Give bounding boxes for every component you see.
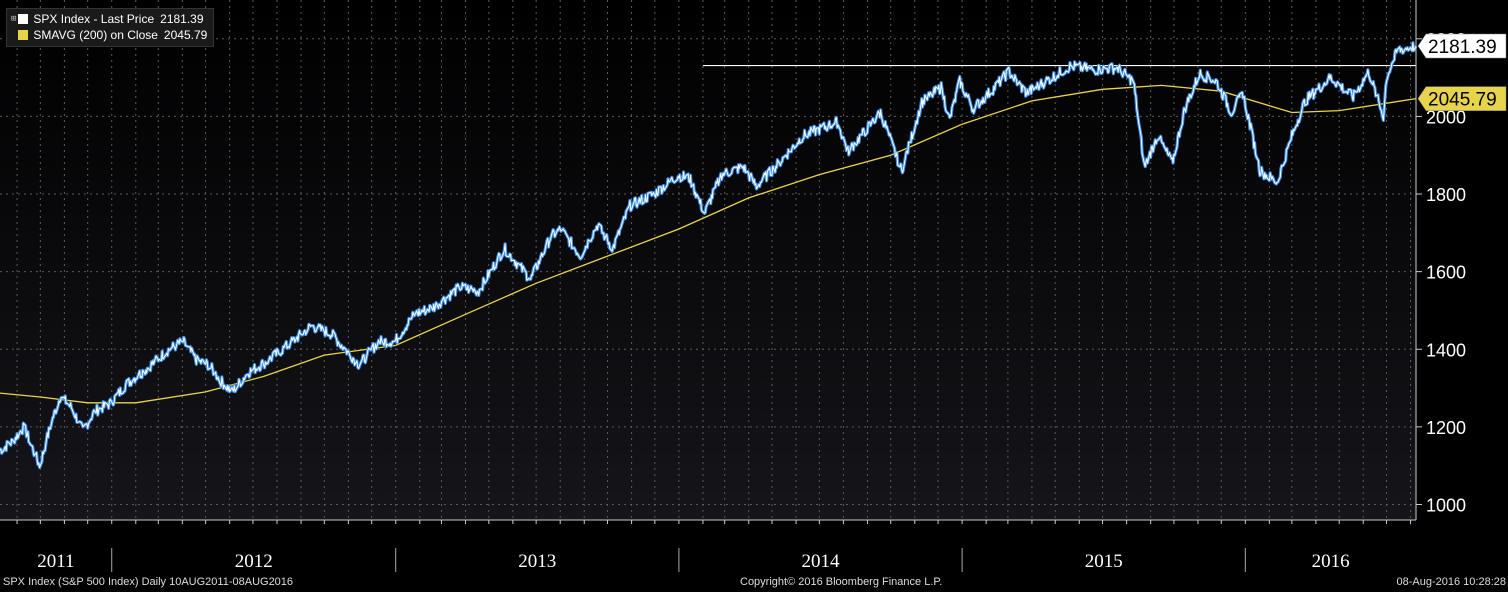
legend-value-price: 2181.39 — [160, 12, 204, 26]
series-line-price — [0, 42, 1417, 468]
x-year-label: 2012 — [235, 551, 273, 572]
footer-copyright: Copyright© 2016 Bloomberg Finance L.P. — [740, 576, 943, 588]
series-group — [0, 41, 1418, 470]
x-year-label: 2013 — [518, 551, 556, 572]
legend-value-sma: 2045.79 — [163, 28, 208, 42]
y-axis: 1000120014001600180020002200 — [1415, 0, 1466, 520]
legend-swatch-price — [18, 14, 29, 24]
series-line-sma — [0, 84, 1417, 404]
last-value-tags: 2181.39 2045.79 — [1417, 33, 1507, 111]
y-tick-label: 1200 — [1426, 418, 1466, 438]
y-tick-label: 2000 — [1426, 107, 1466, 127]
last-price-tag-shape — [1417, 33, 1507, 59]
y-tick-label: 1600 — [1426, 263, 1466, 283]
expand-icon[interactable]: ⊞ — [11, 14, 17, 24]
x-year-label: 2011 — [37, 551, 74, 572]
y-tick-label: 1000 — [1426, 495, 1466, 515]
legend-entry-price: ⊞ SPX Index - Last Price 2181.39 — [11, 11, 207, 27]
grid-lines — [0, 0, 1416, 520]
footer-timestamp: 08-Aug-2016 10:28:28 — [1396, 576, 1506, 588]
y-tick-label: 1400 — [1426, 340, 1466, 360]
last-price-tag-label: 2181.39 — [1428, 37, 1497, 58]
x-year-label: 2016 — [1312, 551, 1350, 572]
sma-tag-shape — [1417, 86, 1507, 111]
legend-entry-sma: ⊞ SMAVG (200) on Close 2045.79 — [11, 27, 207, 43]
x-year-label: 2014 — [802, 551, 841, 572]
legend: ⊞ SPX Index - Last Price 2181.39 ⊞ SMAVG… — [6, 8, 215, 47]
x-axis: 2011 2012 2013 2014 2015 2016 — [0, 519, 1416, 572]
legend-label-price: SPX Index - Last Price — [33, 12, 155, 26]
footer-security-info: SPX Index (S&P 500 Index) Daily 10AUG201… — [3, 576, 294, 588]
x-year-label: 2015 — [1085, 551, 1123, 572]
sma-tag-label: 2045.79 — [1428, 90, 1497, 111]
y-tick-label: 1800 — [1426, 185, 1466, 205]
legend-label-sma: SMAVG (200) on Close — [33, 28, 158, 42]
legend-swatch-sma — [18, 30, 29, 40]
